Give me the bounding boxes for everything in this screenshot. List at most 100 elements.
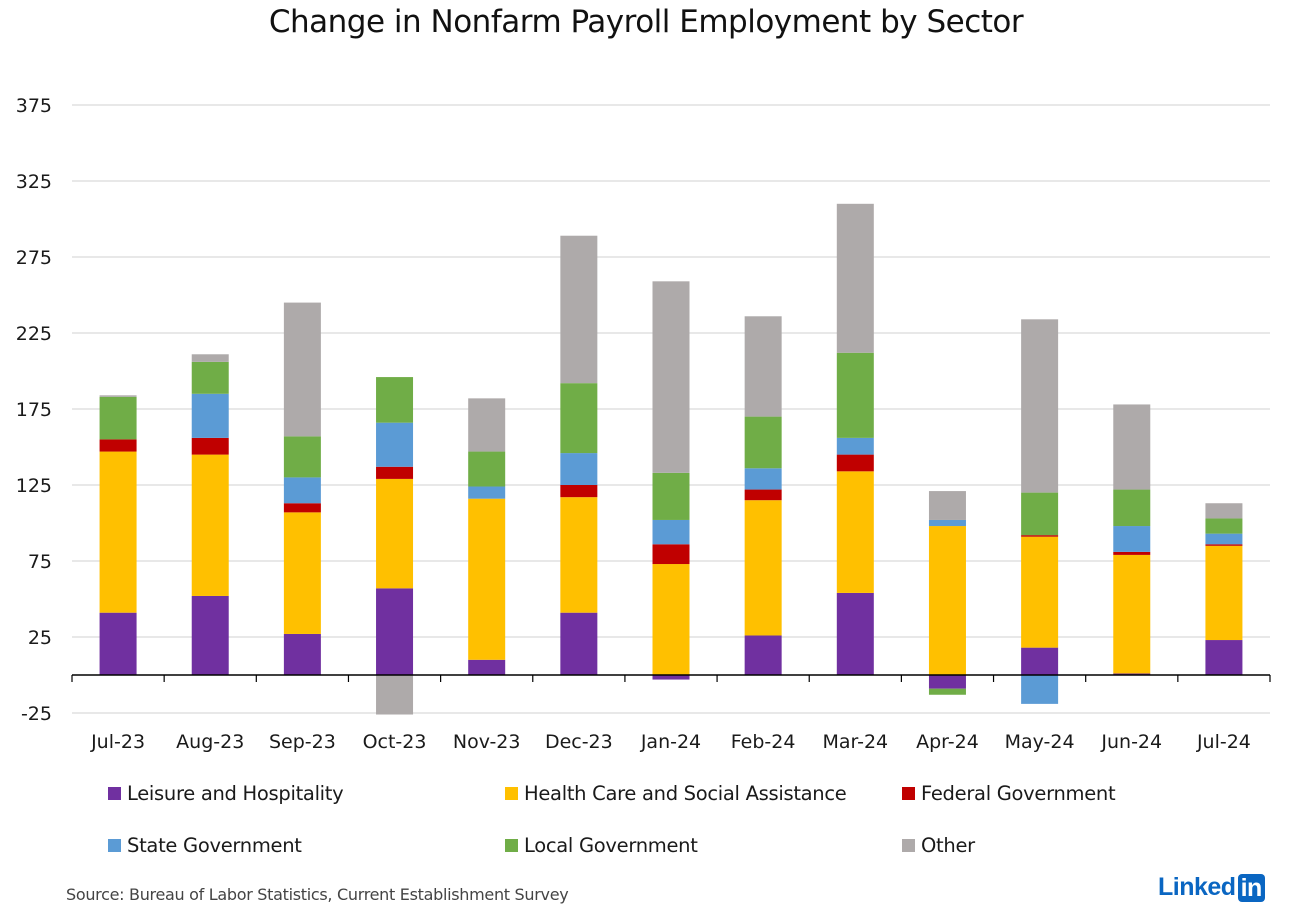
bar-health-care-and-social-assistance-may-24 [1021, 536, 1059, 648]
y-tick-label: 75 [28, 551, 52, 573]
bar-local-government-jul-23 [99, 396, 137, 440]
bar-federal-government-jan-24 [652, 544, 690, 565]
source-note: Source: Bureau of Labor Statistics, Curr… [66, 885, 569, 904]
x-tick-label: Feb-24 [731, 731, 796, 753]
bar-health-care-and-social-assistance-jan-24 [652, 564, 690, 675]
y-tick-label: 275 [16, 247, 52, 269]
bar-other-jun-24 [1113, 404, 1151, 490]
bar-state-government-jul-24 [1205, 533, 1243, 545]
bar-health-care-and-social-assistance-jul-23 [99, 451, 137, 613]
bar-other-sep-23 [283, 302, 321, 437]
bar-leisure-and-hospitality-nov-23 [468, 659, 506, 675]
legend-swatch [902, 839, 915, 852]
bar-health-care-and-social-assistance-oct-23 [376, 478, 414, 589]
bar-health-care-and-social-assistance-nov-23 [468, 498, 506, 660]
bar-local-government-aug-23 [191, 361, 229, 394]
bar-health-care-and-social-assistance-jul-24 [1205, 545, 1243, 641]
bar-leisure-and-hospitality-jul-23 [99, 612, 137, 675]
bar-local-government-jul-24 [1205, 518, 1243, 534]
bar-state-government-jun-24 [1113, 526, 1151, 552]
bar-other-feb-24 [744, 316, 782, 417]
bar-health-care-and-social-assistance-sep-23 [283, 512, 321, 634]
x-tick-label: Oct-23 [363, 731, 427, 753]
bar-leisure-and-hospitality-mar-24 [836, 592, 874, 675]
legend-label: Health Care and Social Assistance [524, 782, 847, 805]
bar-local-government-oct-23 [376, 377, 414, 423]
stacked-bar-chart: -25 25 75 125 175 225 275 325 375 Jul-23 Aug-23 Se… [16, 95, 1271, 753]
bar-leisure-and-hospitality-sep-23 [283, 633, 321, 675]
bar-leisure-and-hospitality-jan-24 [652, 675, 690, 680]
y-tick-label: 225 [16, 323, 52, 345]
x-tick-label: Mar-24 [822, 731, 888, 753]
bar-local-government-dec-23 [560, 383, 598, 454]
bar-federal-government-oct-23 [376, 466, 414, 479]
bar-other-oct-23 [376, 675, 414, 715]
x-tick-label: Jul-24 [1196, 731, 1251, 753]
legend-label: Other [921, 834, 975, 857]
x-tick-label: Aug-23 [176, 731, 244, 753]
logo-text: Linked [1158, 873, 1236, 901]
legend-item-other: Other [902, 834, 975, 857]
bar-state-government-oct-23 [376, 422, 414, 467]
bar-federal-government-feb-24 [744, 489, 782, 501]
bar-local-government-jun-24 [1113, 489, 1151, 527]
x-tick-label: Apr-24 [916, 731, 979, 753]
legend-label: Local Government [524, 834, 698, 857]
y-tick-label: 325 [16, 171, 52, 193]
bar-other-jul-24 [1205, 503, 1243, 519]
bar-federal-government-dec-23 [560, 485, 598, 498]
legend-swatch [902, 787, 915, 800]
bar-other-apr-24 [928, 491, 966, 520]
y-tick-label: 125 [16, 475, 52, 497]
bar-local-government-jan-24 [652, 472, 690, 520]
x-axis [71, 674, 1271, 682]
bar-local-government-apr-24 [928, 688, 966, 695]
bar-other-may-24 [1021, 319, 1059, 493]
bar-federal-government-jul-23 [99, 439, 137, 452]
x-tick-label: Jun-24 [1100, 731, 1162, 753]
bar-leisure-and-hospitality-may-24 [1021, 647, 1059, 675]
bar-federal-government-jun-24 [1113, 551, 1151, 555]
bar-leisure-and-hospitality-jun-24 [1113, 673, 1151, 675]
bar-leisure-and-hospitality-aug-23 [191, 595, 229, 675]
y-tick-label: -25 [21, 703, 52, 725]
bar-local-government-may-24 [1021, 492, 1059, 536]
bar-leisure-and-hospitality-feb-24 [744, 635, 782, 675]
bar-state-government-sep-23 [283, 477, 321, 504]
bar-health-care-and-social-assistance-aug-23 [191, 454, 229, 596]
bar-health-care-and-social-assistance-feb-24 [744, 500, 782, 636]
bars [99, 203, 1243, 715]
bar-state-government-apr-24 [928, 519, 966, 527]
bar-state-government-feb-24 [744, 468, 782, 490]
bar-federal-government-mar-24 [836, 454, 874, 472]
bar-health-care-and-social-assistance-dec-23 [560, 497, 598, 613]
legend-label: State Government [127, 834, 302, 857]
x-tick-label: Sep-23 [269, 731, 336, 753]
legend-label: Federal Government [921, 782, 1116, 805]
bar-other-mar-24 [836, 203, 874, 353]
bar-state-government-mar-24 [836, 437, 874, 455]
bar-state-government-dec-23 [560, 453, 598, 485]
legend-swatch [505, 787, 518, 800]
x-axis-tick-labels: Jul-23 Aug-23 Sep-23 Oct-23 Nov-23 Dec-23 Jan-… [90, 731, 1251, 753]
logo-box: in [1237, 873, 1265, 902]
bar-local-government-sep-23 [283, 436, 321, 478]
bar-health-care-and-social-assistance-apr-24 [928, 526, 966, 675]
legend-item-state-government: State Government [108, 834, 302, 857]
bar-leisure-and-hospitality-apr-24 [928, 675, 966, 689]
legend-item-health-care-and-social-assistance: Health Care and Social Assistance [505, 782, 847, 805]
bar-other-aug-23 [191, 354, 229, 362]
y-tick-label: 175 [16, 399, 52, 421]
legend-swatch [108, 839, 121, 852]
bar-local-government-mar-24 [836, 352, 874, 438]
bar-leisure-and-hospitality-jul-24 [1205, 640, 1243, 675]
chart-title: Change in Nonfarm Payroll Employment by … [268, 4, 1024, 40]
legend-item-local-government: Local Government [505, 834, 698, 857]
bar-local-government-nov-23 [468, 451, 506, 487]
bar-state-government-jan-24 [652, 519, 690, 545]
legend-label: Leisure and Hospitality [127, 782, 344, 805]
bar-health-care-and-social-assistance-mar-24 [836, 471, 874, 593]
bar-other-jan-24 [652, 281, 690, 473]
bar-leisure-and-hospitality-oct-23 [376, 588, 414, 675]
bar-federal-government-may-24 [1021, 535, 1059, 537]
